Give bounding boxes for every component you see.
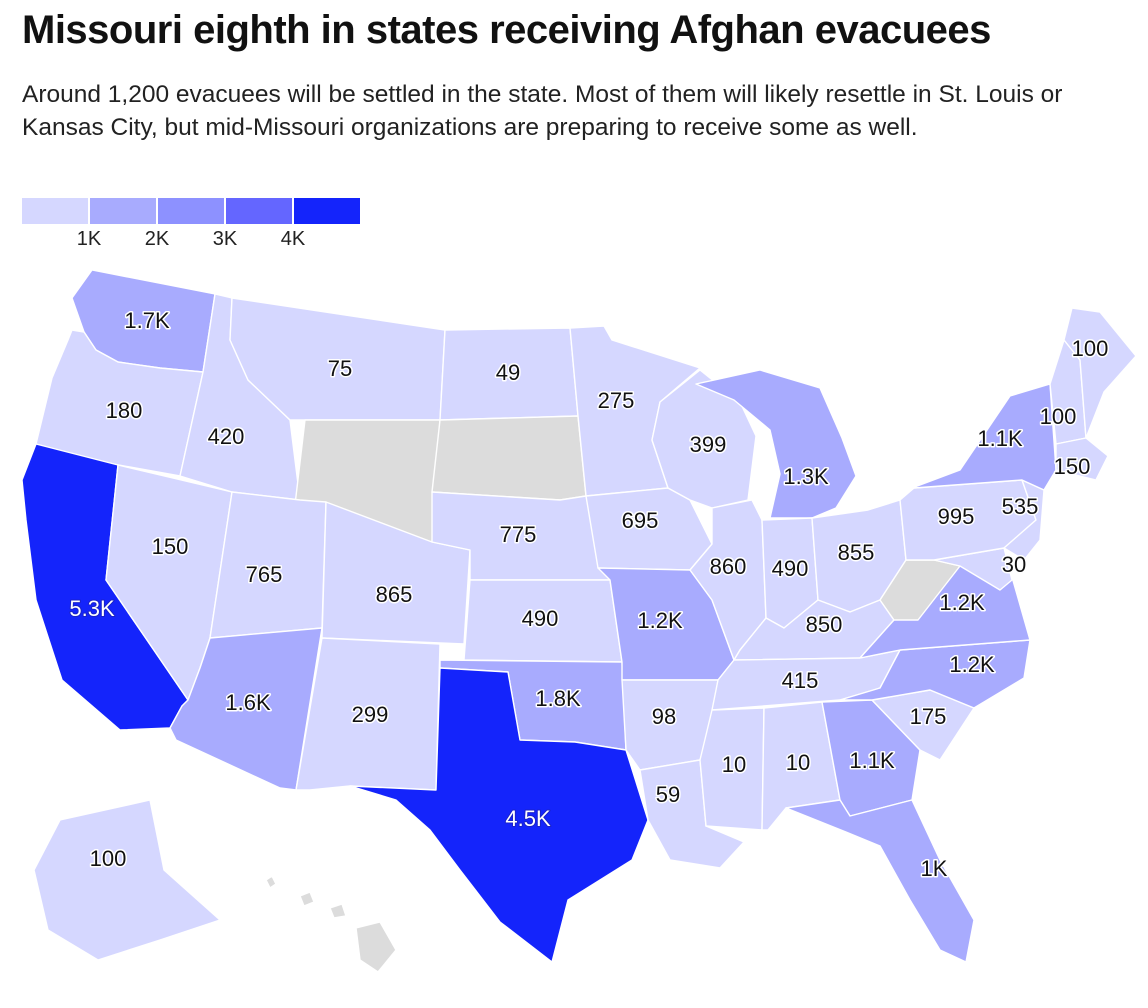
legend-swatch-2 — [158, 198, 224, 224]
state-michigan — [695, 369, 857, 519]
state-label-maine: 100 — [1072, 336, 1109, 361]
state-label-texas: 4.5K — [505, 806, 551, 831]
legend-swatch-1 — [90, 198, 156, 224]
color-legend: 1K 2K 3K 4K — [22, 198, 422, 258]
state-north-carolina — [839, 639, 1031, 709]
state-label-alabama: 10 — [786, 750, 810, 775]
state-label-indiana: 490 — [772, 556, 809, 581]
state-label-oregon: 180 — [106, 398, 143, 423]
state-colorado — [321, 501, 471, 645]
state-label-iowa: 695 — [622, 508, 659, 533]
state-label-wisconsin: 399 — [690, 432, 727, 457]
state-label-georgia: 1.1K — [849, 748, 895, 773]
state-label-nebraska: 775 — [500, 522, 537, 547]
state-florida — [785, 799, 975, 963]
state-label-vermont-new-hampshire: 100 — [1040, 404, 1077, 429]
state-label-alaska: 100 — [90, 846, 127, 871]
state-label-nevada: 150 — [152, 534, 189, 559]
chart-title: Missouri eighth in states receiving Afgh… — [22, 8, 991, 52]
state-maine — [1063, 307, 1137, 439]
state-massachusetts — [1055, 437, 1109, 481]
legend-swatch-0 — [22, 198, 88, 224]
state-texas — [349, 667, 649, 963]
state-label-massachusetts: 150 — [1054, 454, 1091, 479]
state-label-michigan: 1.3K — [783, 464, 829, 489]
state-label-north-dakota: 49 — [496, 360, 520, 385]
legend-swatch-4 — [294, 198, 360, 224]
state-label-arkansas: 98 — [652, 704, 676, 729]
legend-tick-2k: 2K — [144, 228, 170, 250]
state-label-maryland: 30 — [1002, 552, 1026, 577]
legend-tick-1k: 1K — [76, 228, 102, 250]
state-label-oklahoma: 1.8K — [535, 686, 581, 711]
state-label-tennessee: 415 — [782, 668, 819, 693]
legend-tick-3k: 3K — [212, 228, 238, 250]
state-label-new-york: 1.1K — [977, 426, 1023, 451]
state-label-new-jersey: 535 — [1002, 494, 1039, 519]
state-label-washington: 1.7K — [124, 308, 170, 333]
state-alaska — [33, 799, 221, 961]
state-label-mississippi: 10 — [722, 752, 746, 777]
state-label-california: 5.3K — [69, 596, 115, 621]
state-label-minnesota: 275 — [598, 388, 635, 413]
state-arizona — [169, 627, 323, 791]
state-label-south-carolina: 175 — [910, 704, 947, 729]
state-hawaii — [265, 875, 397, 973]
state-label-florida: 1K — [921, 856, 948, 881]
legend-tick-4k: 4K — [280, 228, 306, 250]
chart-subtitle: Around 1,200 evacuees will be settled in… — [22, 81, 1063, 141]
state-label-kentucky: 850 — [806, 612, 843, 637]
legend-swatch-3 — [226, 198, 292, 224]
state-label-kansas: 490 — [522, 606, 559, 631]
state-label-utah: 765 — [246, 562, 283, 587]
state-label-new-mexico: 299 — [352, 702, 389, 727]
state-label-louisiana: 59 — [656, 782, 680, 807]
state-label-virginia: 1.2K — [939, 590, 985, 615]
state-label-pennsylvania: 995 — [938, 504, 975, 529]
state-label-north-carolina: 1.2K — [949, 652, 995, 677]
state-label-arizona: 1.6K — [225, 690, 271, 715]
state-south-dakota — [431, 415, 587, 501]
state-label-ohio: 855 — [838, 540, 875, 565]
state-wisconsin — [651, 369, 757, 509]
state-mississippi — [699, 707, 765, 831]
state-label-missouri: 1.2K — [637, 608, 683, 633]
state-label-colorado: 865 — [376, 582, 413, 607]
state-label-montana: 75 — [328, 356, 352, 381]
state-label-illinois: 860 — [710, 554, 747, 579]
state-label-idaho: 420 — [208, 424, 245, 449]
